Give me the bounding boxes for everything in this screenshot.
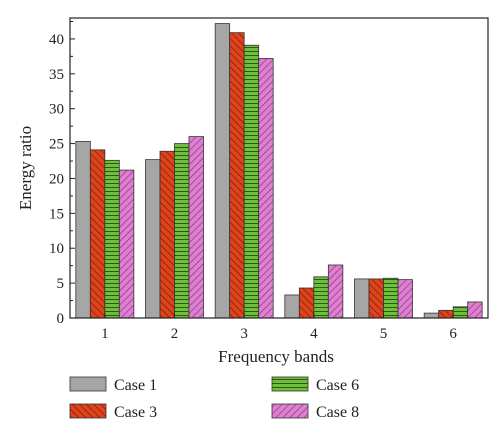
bars-layer bbox=[75, 23, 483, 319]
bar-case-3-band-2 bbox=[159, 150, 175, 319]
bar-case-6-band-3 bbox=[243, 44, 260, 319]
bar-case-6-band-5 bbox=[383, 277, 399, 319]
x-tick-label: 2 bbox=[171, 326, 179, 342]
y-tick-label: 30 bbox=[49, 102, 64, 118]
y-tick-label: 0 bbox=[57, 311, 65, 327]
legend-label-case-8: Case 8 bbox=[316, 404, 359, 421]
bar-case-8-band-4 bbox=[327, 264, 344, 319]
bar-case-8-band-1 bbox=[118, 169, 135, 319]
bar-case-1-band-2 bbox=[145, 159, 161, 319]
legend-label-case-3: Case 3 bbox=[114, 404, 157, 421]
axes-layer: 0 5 10 15 20 25 30 35 40 1 2 3 4 5 6 bbox=[49, 17, 489, 342]
bar-case-8-band-6 bbox=[467, 301, 483, 319]
y-tick-label: 5 bbox=[57, 276, 65, 292]
legend-swatch-case-6 bbox=[271, 376, 309, 392]
legend-label-case-6: Case 6 bbox=[316, 377, 359, 394]
bar-case-6-band-2 bbox=[174, 143, 190, 319]
legend-swatch-case-8 bbox=[271, 403, 309, 419]
bar-case-3-band-6 bbox=[438, 309, 454, 319]
x-axis-title: Frequency bands bbox=[218, 347, 334, 366]
bar-case-8-band-3 bbox=[258, 58, 274, 319]
bar-case-1-band-4 bbox=[284, 294, 300, 319]
y-tick-label: 10 bbox=[49, 241, 64, 257]
bar-case-6-band-1 bbox=[104, 159, 120, 319]
x-tick-label: 5 bbox=[380, 326, 388, 342]
legend-label-case-1: Case 1 bbox=[114, 377, 157, 394]
bar-case-1-band-6 bbox=[423, 312, 440, 319]
y-tick-label: 35 bbox=[49, 67, 64, 83]
legend-swatch-case-1 bbox=[69, 376, 107, 392]
bar-case-6-band-4 bbox=[313, 276, 329, 319]
y-tick-label: 25 bbox=[49, 137, 64, 153]
bar-case-3-band-5 bbox=[368, 278, 384, 319]
bar-case-1-band-1 bbox=[75, 141, 91, 319]
bar-case-1-band-3 bbox=[214, 23, 231, 319]
x-tick-label: 1 bbox=[101, 326, 109, 342]
bar-case-3-band-3 bbox=[229, 32, 245, 319]
bar-case-1-band-5 bbox=[354, 278, 370, 319]
bar-case-3-band-4 bbox=[298, 287, 315, 319]
y-tick-label: 20 bbox=[49, 171, 64, 187]
plot-frame bbox=[69, 17, 489, 319]
legend: Case 1 Case 3 Case 6 Case 8 bbox=[69, 376, 359, 421]
x-tick-label: 3 bbox=[240, 326, 248, 342]
x-tick-label: 4 bbox=[310, 326, 318, 342]
bar-case-8-band-5 bbox=[397, 279, 413, 319]
y-axis-title: Energy ratio bbox=[16, 126, 35, 210]
bar-case-3-band-1 bbox=[89, 149, 106, 319]
legend-swatch-case-3 bbox=[69, 403, 107, 419]
y-tick-label: 15 bbox=[49, 206, 64, 222]
bar-case-8-band-2 bbox=[188, 136, 204, 319]
x-tick-label: 6 bbox=[449, 326, 457, 342]
y-tick-label: 40 bbox=[49, 32, 64, 48]
bar-case-6-band-6 bbox=[452, 306, 469, 319]
